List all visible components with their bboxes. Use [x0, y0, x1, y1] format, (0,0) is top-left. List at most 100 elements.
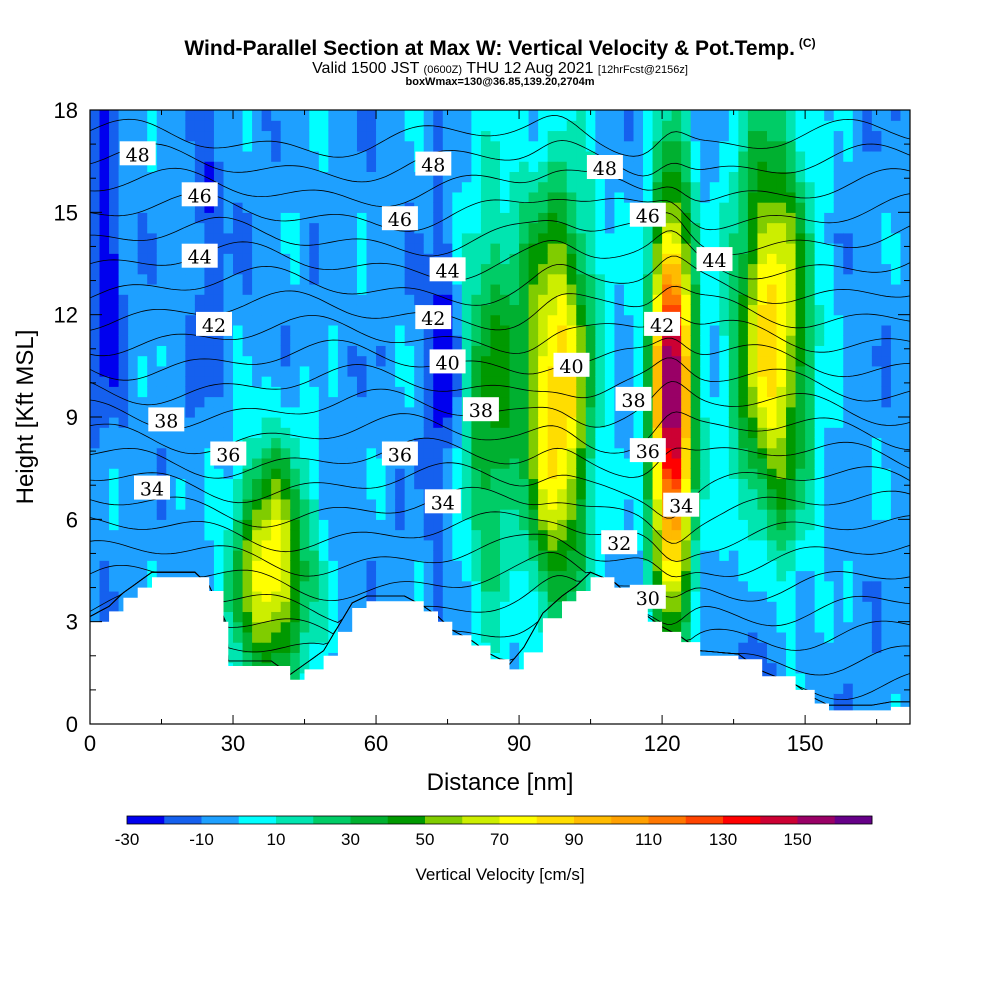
velocity-cell — [747, 202, 759, 213]
velocity-cell — [776, 335, 787, 346]
velocity-cell — [271, 478, 282, 490]
velocity-cell — [728, 150, 739, 162]
velocity-cell — [385, 130, 396, 142]
velocity-cell — [433, 243, 444, 254]
velocity-cell — [347, 273, 358, 285]
velocity-cell — [709, 539, 720, 551]
velocity-cell — [538, 570, 549, 582]
velocity-cell — [90, 365, 101, 377]
velocity-cell — [204, 294, 215, 306]
velocity-cell — [166, 181, 177, 193]
velocity-cell — [490, 447, 501, 459]
velocity-cell — [404, 365, 415, 377]
velocity-cell — [156, 539, 167, 551]
velocity-cell — [309, 314, 320, 326]
velocity-cell — [242, 345, 253, 357]
velocity-cell — [766, 662, 778, 674]
velocity-cell — [805, 488, 816, 500]
velocity-cell — [747, 468, 759, 479]
velocity-cell — [480, 304, 492, 316]
velocity-cell — [805, 550, 816, 561]
velocity-cell — [538, 314, 549, 326]
velocity-cell — [509, 345, 520, 357]
velocity-cell — [252, 335, 263, 346]
velocity-cell — [843, 161, 854, 172]
velocity-cell — [566, 171, 577, 183]
velocity-cell — [290, 427, 301, 439]
velocity-cell — [519, 580, 530, 592]
velocity-cell — [662, 406, 673, 418]
velocity-cell — [461, 324, 472, 336]
velocity-cell — [662, 212, 673, 224]
velocity-cell — [309, 202, 320, 213]
velocity-cell — [347, 110, 358, 121]
velocity-cell — [500, 560, 511, 572]
velocity-cell — [690, 355, 701, 367]
velocity-cell — [156, 202, 167, 213]
velocity-cell — [90, 335, 101, 346]
velocity-cell — [261, 468, 272, 479]
velocity-cell — [814, 611, 825, 623]
velocity-cell — [99, 212, 110, 224]
velocity-cell — [538, 232, 549, 244]
velocity-cell — [566, 509, 577, 520]
velocity-cell — [137, 294, 148, 306]
velocity-cell — [719, 365, 730, 377]
velocity-cell — [128, 161, 139, 172]
velocity-cell — [328, 590, 339, 602]
velocity-cell — [128, 396, 139, 408]
velocity-cell — [385, 498, 396, 510]
velocity-cell — [871, 437, 882, 449]
velocity-cell — [623, 345, 635, 357]
velocity-cell — [623, 355, 635, 367]
velocity-cell — [776, 243, 787, 254]
velocity-cell — [700, 130, 711, 142]
velocity-cell — [261, 376, 272, 387]
velocity-cell — [738, 181, 749, 193]
velocity-cell — [786, 550, 797, 561]
velocity-cell — [337, 243, 349, 254]
velocity-cell — [185, 283, 196, 295]
velocity-cell — [194, 396, 206, 408]
velocity-cell — [814, 590, 825, 602]
velocity-cell — [118, 232, 129, 244]
velocity-cell — [299, 304, 310, 316]
velocity-cell — [271, 642, 282, 653]
velocity-cell — [528, 191, 539, 203]
velocity-cell — [356, 590, 368, 602]
velocity-cell — [576, 202, 587, 213]
velocity-cell — [442, 550, 453, 561]
velocity-cell — [871, 314, 882, 326]
velocity-cell — [728, 376, 739, 387]
velocity-cell — [166, 335, 177, 346]
velocity-cell — [843, 417, 854, 428]
velocity-cell — [595, 110, 606, 121]
velocity-cell — [509, 406, 520, 418]
velocity-cell — [509, 365, 520, 377]
velocity-cell — [757, 478, 768, 490]
velocity-cell — [280, 621, 291, 633]
velocity-cell — [213, 468, 225, 479]
velocity-cell — [814, 130, 825, 142]
velocity-cell — [99, 130, 110, 142]
velocity-cell — [376, 457, 387, 469]
velocity-cell — [166, 294, 177, 306]
velocity-cell — [271, 447, 282, 459]
velocity-cell — [442, 283, 453, 295]
velocity-cell — [700, 550, 711, 561]
velocity-cell — [461, 498, 472, 510]
velocity-cell — [643, 417, 654, 428]
velocity-cell — [461, 161, 472, 172]
velocity-cell — [519, 110, 530, 121]
velocity-cell — [433, 171, 444, 183]
velocity-cell — [852, 222, 863, 234]
velocity-cell — [576, 386, 587, 398]
velocity-cell — [204, 335, 215, 346]
velocity-cell — [328, 437, 339, 449]
velocity-cell — [423, 110, 434, 121]
velocity-cell — [623, 212, 635, 224]
velocity-cell — [643, 110, 654, 121]
velocity-cell — [681, 447, 692, 459]
velocity-cell — [757, 263, 768, 275]
velocity-cell — [385, 324, 396, 336]
